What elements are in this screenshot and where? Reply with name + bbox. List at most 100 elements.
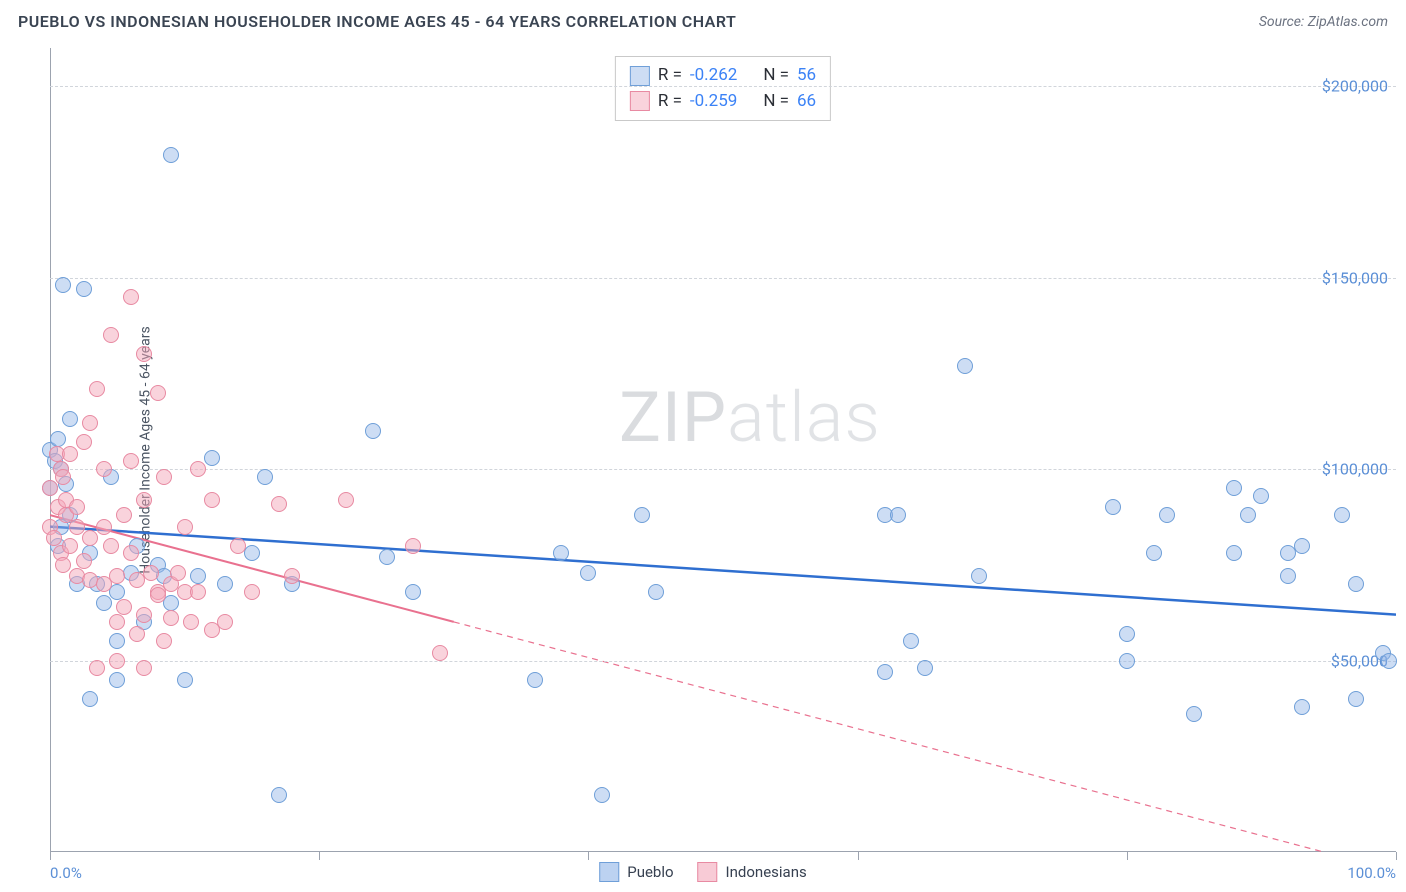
data-point <box>96 461 112 477</box>
data-point <box>116 507 132 523</box>
data-point <box>190 568 206 584</box>
y-tick-label: $150,000 <box>1322 268 1388 287</box>
gridline <box>50 86 1396 87</box>
data-point <box>903 633 919 649</box>
chart-area: Householder Income Ages 45 - 64 years ZI… <box>50 48 1396 852</box>
data-point <box>116 599 132 615</box>
chart-source: Source: ZipAtlas.com <box>1259 14 1388 30</box>
watermark: ZIPatlas <box>619 377 881 459</box>
legend-swatch <box>599 862 619 882</box>
data-point <box>527 672 543 688</box>
data-point <box>82 691 98 707</box>
data-point <box>1146 545 1162 561</box>
data-point <box>1381 653 1397 669</box>
data-point <box>109 672 125 688</box>
data-point <box>580 565 596 581</box>
data-point <box>432 645 448 661</box>
gridline <box>50 278 1396 279</box>
data-point <box>136 492 152 508</box>
stat-n-value: 66 <box>797 89 816 115</box>
data-point <box>877 664 893 680</box>
legend-swatch <box>630 66 650 86</box>
data-point <box>405 584 421 600</box>
trend-line <box>50 527 1396 615</box>
data-point <box>69 499 85 515</box>
data-point <box>190 584 206 600</box>
trend-lines <box>50 48 1396 852</box>
data-point <box>109 653 125 669</box>
data-point <box>1348 576 1364 592</box>
stat-r-value: -0.262 <box>690 63 737 89</box>
data-point <box>50 431 66 447</box>
data-point <box>634 507 650 523</box>
data-point <box>163 595 179 611</box>
data-point <box>123 453 139 469</box>
data-point <box>156 469 172 485</box>
data-point <box>163 610 179 626</box>
data-point <box>1280 568 1296 584</box>
data-point <box>1226 480 1242 496</box>
data-point <box>1105 499 1121 515</box>
data-point <box>163 147 179 163</box>
data-point <box>136 346 152 362</box>
legend-swatch <box>630 91 650 111</box>
data-point <box>1240 507 1256 523</box>
data-point <box>971 568 987 584</box>
data-point <box>177 519 193 535</box>
data-point <box>76 434 92 450</box>
data-point <box>594 787 610 803</box>
stat-r-label: R = <box>658 89 682 115</box>
data-point <box>170 565 186 581</box>
x-tick <box>1127 852 1128 860</box>
data-point <box>136 660 152 676</box>
data-point <box>1159 507 1175 523</box>
data-point <box>103 327 119 343</box>
data-point <box>204 450 220 466</box>
data-point <box>62 411 78 427</box>
legend-label: Pueblo <box>627 863 673 881</box>
data-point <box>76 281 92 297</box>
stat-n-label: N = <box>763 89 789 115</box>
data-point <box>109 568 125 584</box>
stat-n-value: 56 <box>797 63 816 89</box>
data-point <box>204 492 220 508</box>
data-point <box>890 507 906 523</box>
data-point <box>1119 626 1135 642</box>
data-point <box>96 519 112 535</box>
data-point <box>230 538 246 554</box>
x-axis-max-label: 100.0% <box>1347 864 1396 882</box>
stat-n-label: N = <box>763 63 789 89</box>
chart-header: PUEBLO VS INDONESIAN HOUSEHOLDER INCOME … <box>0 0 1406 39</box>
x-tick <box>319 852 320 860</box>
data-point <box>648 584 664 600</box>
data-point <box>46 530 62 546</box>
data-point <box>82 530 98 546</box>
data-point <box>109 633 125 649</box>
data-point <box>55 277 71 293</box>
y-tick-label: $100,000 <box>1322 460 1388 479</box>
stats-row: R =-0.262N =56 <box>630 63 816 89</box>
data-point <box>271 787 287 803</box>
data-point <box>244 584 260 600</box>
data-point <box>55 469 71 485</box>
data-point <box>62 446 78 462</box>
data-point <box>42 480 58 496</box>
x-tick <box>1396 852 1397 860</box>
data-point <box>1294 699 1310 715</box>
data-point <box>1186 706 1202 722</box>
data-point <box>129 626 145 642</box>
data-point <box>1119 653 1135 669</box>
data-point <box>76 553 92 569</box>
data-point <box>244 545 260 561</box>
data-point <box>136 607 152 623</box>
legend-swatch <box>698 862 718 882</box>
gridline <box>50 661 1396 662</box>
data-point <box>89 660 105 676</box>
data-point <box>150 385 166 401</box>
plot-region: ZIPatlas R =-0.262N =56R =-0.259N =66 $5… <box>50 48 1396 852</box>
data-point <box>917 660 933 676</box>
data-point <box>405 538 421 554</box>
data-point <box>62 538 78 554</box>
data-point <box>143 565 159 581</box>
data-point <box>284 568 300 584</box>
